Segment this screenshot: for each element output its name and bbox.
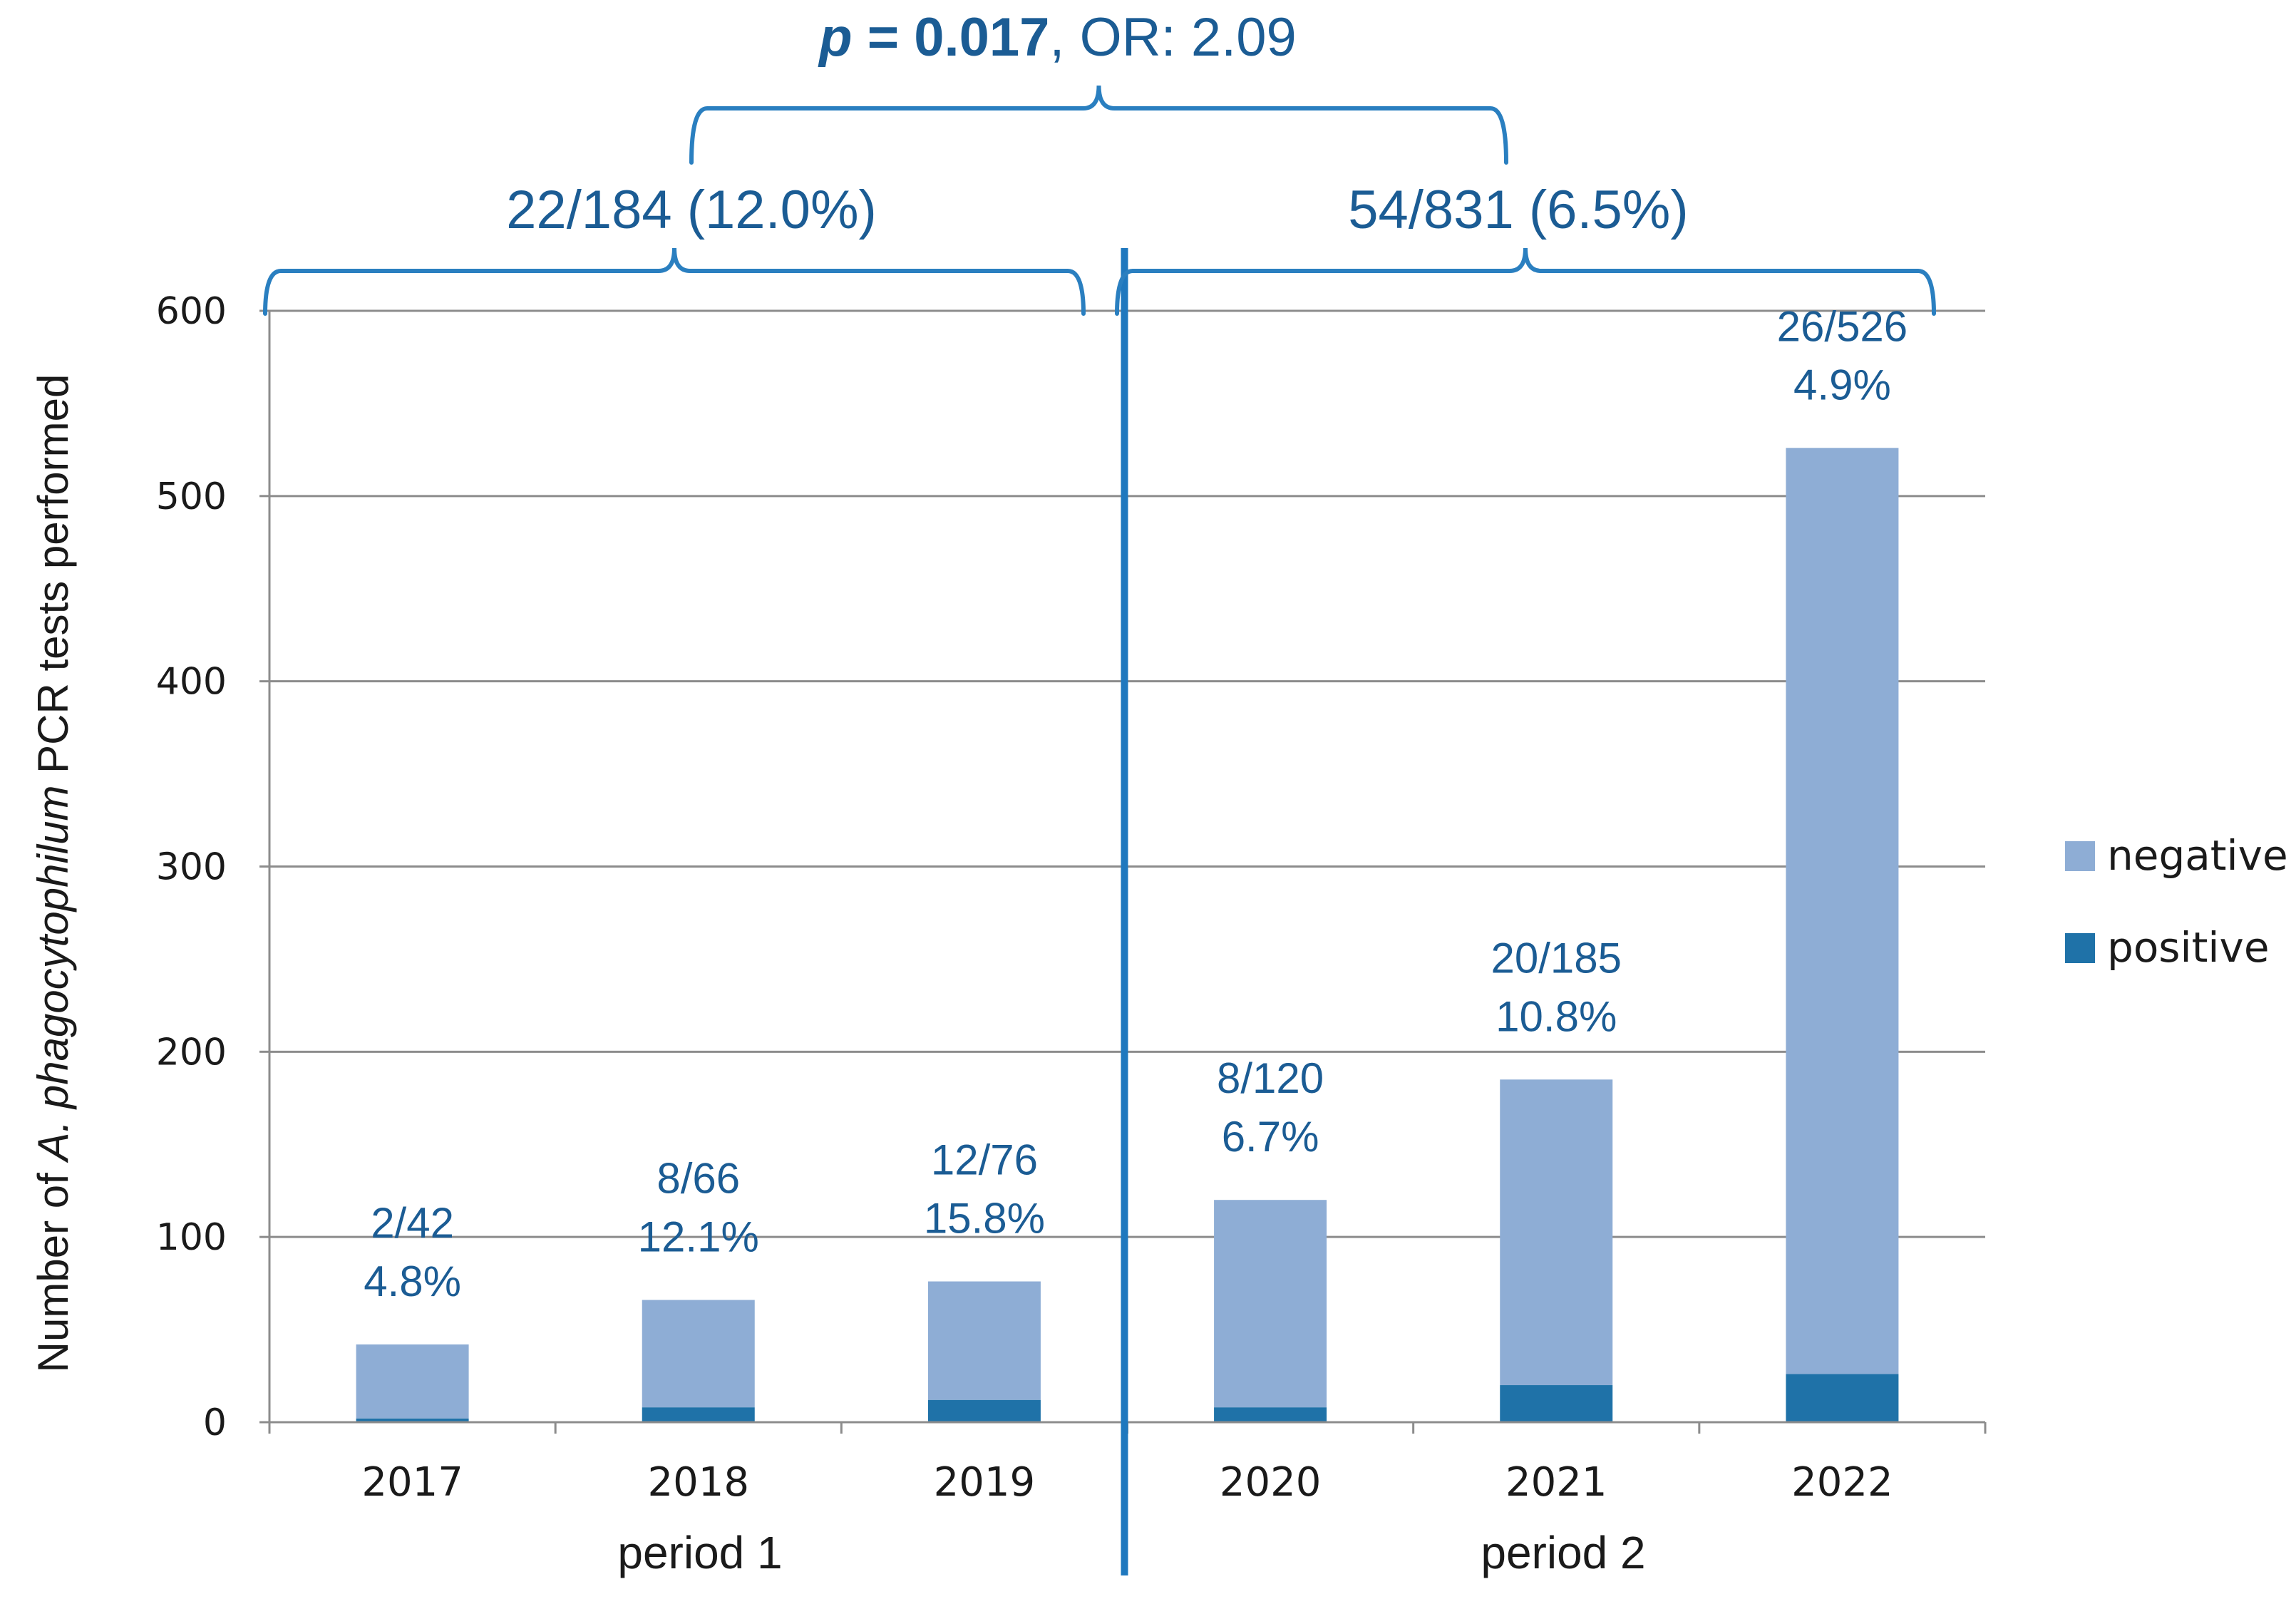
data-label-fraction: 2/42 xyxy=(371,1199,454,1247)
y-tick-label: 400 xyxy=(156,661,227,704)
x-tick-label: 2017 xyxy=(361,1459,463,1506)
y-tick-label: 300 xyxy=(156,846,227,889)
bar-positive-2018 xyxy=(642,1407,755,1422)
bar-negative-2019 xyxy=(927,1281,1041,1400)
legend-swatch-negative xyxy=(2065,841,2095,871)
data-label-percent: 12.1% xyxy=(638,1213,759,1261)
bar-negative-2021 xyxy=(1500,1079,1613,1386)
bar-positive-2022 xyxy=(1786,1374,1899,1422)
x-tick-label: 2018 xyxy=(647,1459,749,1506)
data-label-fraction: 8/66 xyxy=(657,1155,740,1203)
bar-negative-2020 xyxy=(1214,1200,1327,1408)
bar-negative-2022 xyxy=(1786,448,1899,1374)
x-tick-label: 2022 xyxy=(1791,1459,1893,1506)
brace-layer xyxy=(263,85,1936,1575)
period-summary-label: 54/831 (6.5%) xyxy=(1348,180,1688,240)
y-tick-label: 0 xyxy=(203,1402,227,1444)
period-axis-label: period 2 xyxy=(1481,1527,1645,1578)
comparison-label: p = 0.017, OR: 2.09 xyxy=(818,7,1297,68)
data-label-percent: 10.8% xyxy=(1496,992,1617,1040)
legend-label-positive: positive xyxy=(2107,923,2270,972)
legend: negative positive xyxy=(2065,831,2288,972)
bar-positive-2020 xyxy=(1214,1407,1327,1422)
y-axis-title: Number of A. phagocytophilum PCR tests p… xyxy=(29,374,77,1373)
bar-layer xyxy=(356,448,1899,1422)
legend-swatch-positive xyxy=(2065,933,2095,963)
bar-positive-2017 xyxy=(356,1418,469,1422)
label-layer: 2/42 4.8% 8/66 12.1% 12/76 15.8% 8/120 6.7% 20/1… xyxy=(364,180,1908,1305)
data-label-percent: 4.8% xyxy=(364,1258,461,1305)
x-tick-label: 2019 xyxy=(934,1459,1036,1506)
data-label-fraction: 20/185 xyxy=(1491,934,1622,982)
data-label-percent: 15.8% xyxy=(924,1195,1045,1243)
data-label-percent: 4.9% xyxy=(1793,361,1891,408)
period-axis-label: period 1 xyxy=(617,1527,782,1578)
period-brace-1 xyxy=(263,247,1086,316)
legend-label-negative: negative xyxy=(2107,831,2288,880)
period-brace-2 xyxy=(1115,247,1936,316)
x-tick-label: 2021 xyxy=(1505,1459,1607,1506)
comparison-brace xyxy=(689,85,1508,165)
bar-positive-2019 xyxy=(927,1399,1041,1422)
data-label-fraction: 26/526 xyxy=(1777,302,1908,350)
bar-negative-2017 xyxy=(356,1344,469,1419)
y-tick-label: 100 xyxy=(156,1216,227,1259)
y-tick-label: 200 xyxy=(156,1031,227,1074)
y-tick-label: 500 xyxy=(156,475,227,518)
period-summary-label: 22/184 (12.0%) xyxy=(506,180,877,240)
x-tick-label: 2020 xyxy=(1220,1459,1322,1506)
data-label-fraction: 8/120 xyxy=(1217,1054,1324,1102)
axis-layer: 0 100 200 300 400 500 600 2017 2018 2019 2020 2021 2… xyxy=(156,290,1987,1578)
bar-negative-2018 xyxy=(642,1300,755,1408)
bar-positive-2021 xyxy=(1500,1385,1613,1422)
data-label-percent: 6.7% xyxy=(1222,1113,1319,1161)
data-label-fraction: 12/76 xyxy=(931,1136,1038,1184)
y-tick-label: 600 xyxy=(156,290,227,333)
